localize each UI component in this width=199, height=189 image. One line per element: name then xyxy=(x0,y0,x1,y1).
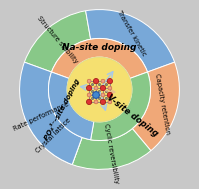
Wedge shape xyxy=(91,72,151,141)
Circle shape xyxy=(101,79,105,83)
Circle shape xyxy=(93,78,99,84)
Wedge shape xyxy=(132,62,179,151)
Circle shape xyxy=(94,100,98,104)
Circle shape xyxy=(87,93,91,97)
Circle shape xyxy=(91,97,94,100)
Circle shape xyxy=(101,93,105,97)
Circle shape xyxy=(105,90,108,93)
Circle shape xyxy=(98,90,101,93)
Circle shape xyxy=(100,99,106,105)
Circle shape xyxy=(91,83,94,86)
Text: Crystal lattice: Crystal lattice xyxy=(35,117,72,154)
Wedge shape xyxy=(86,10,175,72)
Circle shape xyxy=(93,92,100,98)
Circle shape xyxy=(100,85,106,91)
Text: Transfer kinetic: Transfer kinetic xyxy=(116,10,147,57)
Circle shape xyxy=(86,99,92,105)
Circle shape xyxy=(105,97,108,100)
Text: Na-site doping: Na-site doping xyxy=(62,43,137,52)
Circle shape xyxy=(107,78,113,84)
Circle shape xyxy=(86,85,92,91)
Wedge shape xyxy=(72,129,151,169)
Circle shape xyxy=(108,86,112,90)
Wedge shape xyxy=(48,72,94,140)
Circle shape xyxy=(107,92,113,98)
Wedge shape xyxy=(52,38,147,78)
Circle shape xyxy=(94,86,98,90)
Wedge shape xyxy=(20,62,82,165)
Wedge shape xyxy=(24,107,82,165)
Circle shape xyxy=(108,100,112,104)
Text: Capacity retention: Capacity retention xyxy=(154,73,171,135)
Text: V-site doping: V-site doping xyxy=(105,93,160,138)
Text: Structure stability: Structure stability xyxy=(36,15,79,65)
Circle shape xyxy=(105,83,108,86)
Circle shape xyxy=(98,97,101,100)
Circle shape xyxy=(67,57,132,122)
Text: Cyclic reversibility: Cyclic reversibility xyxy=(102,123,119,184)
Circle shape xyxy=(87,79,91,83)
Wedge shape xyxy=(24,11,91,72)
Text: PO₄³⁻-site doping: PO₄³⁻-site doping xyxy=(43,77,81,141)
Circle shape xyxy=(98,83,101,86)
Circle shape xyxy=(91,90,94,93)
Text: Rate performance: Rate performance xyxy=(12,101,69,132)
